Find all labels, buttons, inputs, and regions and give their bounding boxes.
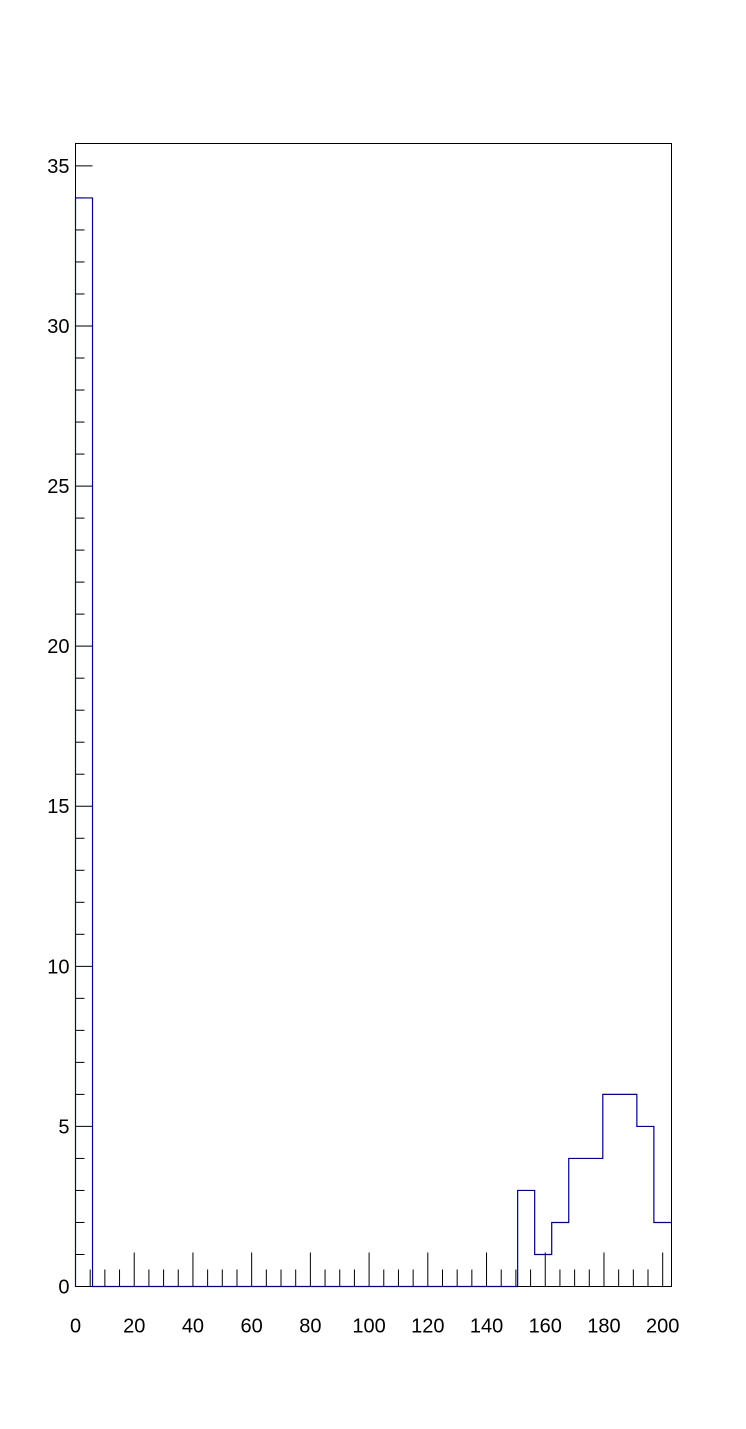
y-tick-label: 5 [58, 1116, 69, 1138]
histogram-line [74, 197, 672, 1288]
y-tick-label: 20 [47, 636, 69, 658]
x-tick-label: 40 [182, 1316, 204, 1338]
x-axis: 0 20 40 60 80 100 120 140 160 180 200 [70, 1252, 679, 1338]
x-tick-label: 0 [70, 1316, 81, 1338]
y-tick-label: 0 [58, 1277, 69, 1299]
x-tick-label: 180 [587, 1316, 620, 1338]
x-tick-label: 120 [411, 1316, 444, 1338]
x-tick-label: 200 [646, 1316, 679, 1338]
y-tick-label: 30 [47, 316, 69, 338]
x-tick-label: 60 [241, 1316, 263, 1338]
x-tick-label: 20 [123, 1316, 145, 1338]
y-tick-label: 15 [47, 796, 69, 818]
x-tick-label: 160 [529, 1316, 562, 1338]
x-tick-label: 80 [299, 1316, 321, 1338]
x-tick-label: 140 [470, 1316, 503, 1338]
plot-frame [75, 143, 672, 1287]
y-tick-label: 10 [47, 956, 69, 978]
y-tick-label: 35 [47, 156, 69, 178]
y-tick-label: 25 [47, 476, 69, 498]
y-axis: 0 5 10 15 20 25 30 35 [47, 156, 93, 1299]
x-tick-label: 100 [352, 1316, 385, 1338]
